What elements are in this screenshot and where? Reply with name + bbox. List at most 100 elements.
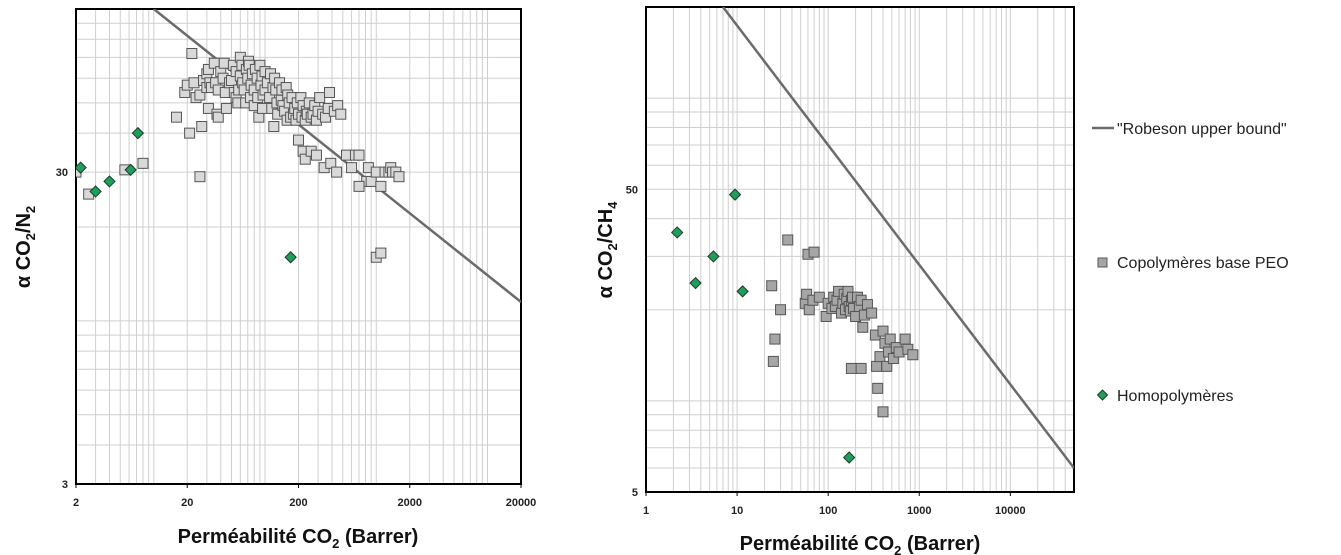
homopolymer-point: [131, 126, 145, 140]
grid: [646, 7, 1074, 492]
chart-co2-ch4: 1 10 100 1000 10000 5 50 Perméabilité CO2 (Barr…: [595, 6, 1075, 555]
homopolymer-point: [76, 161, 87, 174]
homopolymer-point: [842, 451, 856, 464]
copolymer-point: [393, 171, 405, 183]
copolymer-point: [884, 333, 896, 345]
data-area: [76, 9, 521, 303]
homopolymer-point: [736, 285, 749, 298]
homopolymer-point: [89, 185, 102, 198]
copolymer-point: [353, 149, 365, 161]
copolymer-point: [346, 162, 358, 174]
homopolymer-point: [728, 188, 742, 201]
chart-co2-n2: 2 20 200 2000 20000 3 30 Perméabilité CO2 (Barr…: [13, 8, 537, 551]
legend-homopolymers-swatch: [1096, 389, 1109, 401]
tick-labels: 1 10 100 1000 10000 5 50: [626, 184, 1026, 517]
x-axis-label: Perméabilité CO2 (Barrer): [740, 533, 981, 555]
copolymer-series: [766, 234, 919, 418]
legend-robeson-label: "Robeson upper bound": [1117, 121, 1287, 138]
legend-homopolymers-label: Homopolymères: [1117, 388, 1233, 405]
homopolymer-series: [76, 126, 297, 264]
copolymer-point: [801, 288, 813, 300]
copolymer-point: [335, 108, 347, 120]
copolymer-point: [170, 111, 182, 123]
copolymer-point: [855, 362, 867, 374]
copolymer-point: [268, 121, 280, 133]
y-tick-label: 5: [632, 487, 638, 499]
copolymer-point: [866, 307, 878, 319]
copolymer-point: [871, 360, 883, 372]
copolymer-point: [299, 153, 311, 165]
copolymer-point: [775, 304, 787, 316]
legend: "Robeson upper bound" Copolymères base P…: [1092, 121, 1289, 405]
copolymer-point: [220, 102, 232, 114]
x-tick-label: 1: [643, 505, 649, 517]
tick-labels: 2 20 200 2000 20000 3 30: [56, 167, 537, 509]
x-axis-label: Perméabilité CO2 (Barrer): [178, 526, 419, 551]
y-tick-label: 3: [62, 479, 68, 491]
copolymer-point: [331, 166, 343, 178]
x-tick-label: 20000: [506, 497, 537, 509]
legend-copolymers-label: Copolymères base PEO: [1117, 255, 1289, 272]
x-tick-label: 2000: [398, 497, 422, 509]
copolymer-point: [845, 362, 857, 374]
copolymer-point: [293, 134, 304, 146]
copolymer-series: [76, 47, 405, 263]
copolymer-point: [196, 121, 208, 133]
homopolymer-point: [103, 175, 116, 188]
legend-copolymers-swatch: [1097, 257, 1108, 268]
homopolymer-point: [689, 276, 702, 290]
robeson-upper-bound-line: [152, 9, 521, 303]
copolymer-point: [186, 47, 198, 59]
copolymer-point: [194, 171, 206, 183]
copolymer-point: [365, 175, 377, 187]
x-tick-label: 10: [731, 505, 743, 517]
copolymer-point: [857, 321, 869, 333]
copolymer-point: [310, 149, 322, 161]
copolymer-point: [325, 157, 337, 169]
x-tick-label: 10000: [995, 505, 1026, 517]
x-tick-label: 200: [289, 497, 307, 509]
copolymer-point: [194, 89, 206, 101]
copolymer-point: [202, 63, 214, 75]
copolymer-point: [872, 382, 884, 394]
copolymer-point: [877, 406, 889, 418]
x-tick-label: 100: [819, 505, 837, 517]
x-tick-label: 1000: [907, 505, 931, 517]
homopolymer-point: [124, 163, 137, 177]
copolymer-point: [184, 127, 196, 139]
plot-frame: [645, 6, 1075, 493]
copolymer-point: [899, 333, 911, 345]
y-tick-label: 50: [626, 184, 638, 196]
copolymer-point: [202, 102, 214, 114]
copolymer-point: [820, 310, 832, 322]
y-tick-label: 30: [56, 167, 68, 179]
copolymer-point: [767, 355, 779, 367]
x-tick-label: 2: [73, 497, 79, 509]
homopolymer-point: [707, 250, 720, 263]
copolymer-point: [353, 180, 365, 192]
copolymer-point: [257, 102, 269, 114]
copolymer-point: [375, 247, 387, 259]
robeson-upper-bound-line: [721, 7, 1074, 469]
copolymer-point: [188, 77, 200, 89]
copolymer-point: [881, 360, 893, 372]
copolymer-point: [375, 180, 387, 192]
homopolymer-point: [284, 251, 297, 264]
copolymer-point: [212, 111, 224, 123]
copolymer-point: [766, 280, 778, 292]
homopolymer-point: [670, 226, 684, 239]
grid: [76, 9, 521, 484]
x-tick-label: 20: [181, 497, 193, 509]
copolymer-point: [324, 86, 336, 98]
y-axis-label: α CO2/CH4: [595, 201, 620, 299]
data-area: [670, 7, 1074, 469]
copolymer-point: [907, 349, 919, 361]
copolymer-point: [782, 234, 794, 246]
copolymer-point: [137, 157, 149, 169]
copolymer-point: [877, 325, 889, 337]
copolymer-point: [769, 333, 781, 345]
copolymer-point: [803, 304, 815, 316]
copolymer-point: [808, 246, 820, 258]
copolymer-point: [887, 353, 899, 365]
